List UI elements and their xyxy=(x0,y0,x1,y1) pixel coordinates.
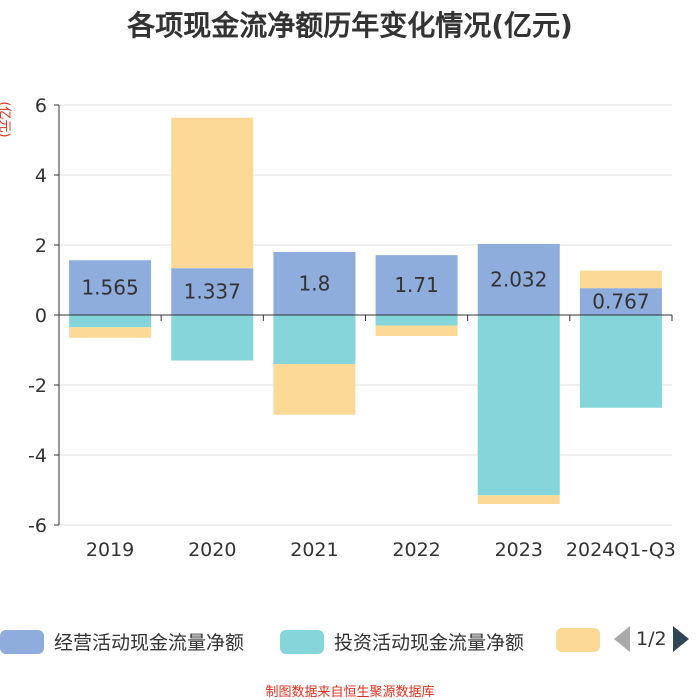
data-label: 2.032 xyxy=(490,267,547,291)
legend-item-investing[interactable]: 投资活动现金流量净额 xyxy=(280,628,524,655)
x-tick-label: 2021 xyxy=(290,539,338,561)
legend-label-operating: 经营活动现金流量净额 xyxy=(54,632,245,654)
legend: 经营活动现金流量净额 投资活动现金流量净额 1/2 xyxy=(0,622,700,662)
x-tick-label: 2022 xyxy=(392,539,440,561)
y-tick-label: 4 xyxy=(35,165,47,187)
pager-prev-icon[interactable] xyxy=(614,626,630,652)
x-tick-label: 2024Q1-Q3 xyxy=(566,539,676,561)
x-tick-label: 2023 xyxy=(495,539,543,561)
y-tick-label: -4 xyxy=(28,445,47,467)
bar-financing xyxy=(579,270,662,289)
legend-item-financing[interactable] xyxy=(556,628,610,652)
x-tick-label: 2020 xyxy=(188,539,236,561)
source-note: 制图数据来自恒生聚源数据库 xyxy=(265,685,435,700)
legend-label-investing: 投资活动现金流量净额 xyxy=(334,632,525,654)
data-label: 1.337 xyxy=(184,280,241,304)
bar-operating xyxy=(273,252,356,315)
bar-operating xyxy=(375,255,458,315)
legend-swatch-operating xyxy=(0,629,44,654)
y-tick-label: -6 xyxy=(28,515,47,537)
bar-financing xyxy=(375,325,458,336)
y-tick-label: -2 xyxy=(28,375,47,397)
y-tick-label: 6 xyxy=(35,95,47,117)
legend-swatch-financing xyxy=(556,628,600,652)
bar-investing xyxy=(69,315,152,328)
bar-financing xyxy=(273,364,356,415)
bar-investing xyxy=(375,315,458,326)
chart-title: 各项现金流净额历年变化情况(亿元) xyxy=(127,9,573,42)
data-label: 1.565 xyxy=(81,276,138,300)
bar-financing xyxy=(477,495,560,504)
y-tick-label: 2 xyxy=(35,235,47,257)
legend-item-operating[interactable]: 经营活动现金流量净额 xyxy=(0,628,244,655)
bar-investing xyxy=(171,315,254,361)
legend-pager: 1/2 xyxy=(614,626,689,652)
chart-plot: 6 4 2 0 -2 -4 -6 1.565 1.337 1.8 1.71 2.032 0.767 201… xyxy=(28,95,676,561)
y-tick-label: 0 xyxy=(35,305,47,327)
bar-operating xyxy=(69,260,152,315)
legend-swatch-investing xyxy=(280,629,324,654)
bar-investing xyxy=(273,315,356,364)
data-label: 0.767 xyxy=(592,290,649,314)
pager-text: 1/2 xyxy=(636,628,667,650)
bar-financing xyxy=(171,117,254,269)
bar-operating xyxy=(477,243,560,315)
data-label: 1.71 xyxy=(394,273,439,297)
bar-investing xyxy=(579,315,662,408)
bar-investing xyxy=(477,315,560,496)
x-tick-label: 2019 xyxy=(86,539,134,561)
pager-next-icon[interactable] xyxy=(672,626,689,652)
bar-financing xyxy=(69,327,152,338)
bar-operating xyxy=(171,268,254,315)
data-label: 1.8 xyxy=(299,272,331,296)
bar-operating xyxy=(579,288,662,315)
